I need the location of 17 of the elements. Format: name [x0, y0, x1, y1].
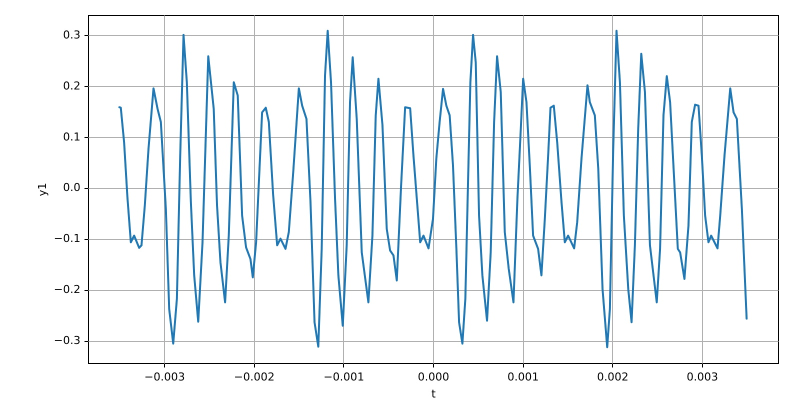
y-tick-label: −0.2 — [54, 283, 80, 296]
x-tick-label: 0.000 — [418, 370, 450, 384]
x-tick-label: 0.001 — [507, 370, 539, 384]
y-tick-label: 0.2 — [63, 79, 80, 92]
x-axis-title: t — [431, 388, 436, 400]
x-tick-label: −0.003 — [144, 370, 186, 384]
line-series — [118, 30, 748, 348]
x-tick-label: −0.002 — [234, 370, 275, 384]
y-tick-label: 0.3 — [63, 28, 80, 42]
y-tick-label: −0.1 — [54, 232, 80, 246]
y-tick-label: 0.1 — [63, 130, 80, 144]
y-tick-label: 0.0 — [63, 181, 80, 194]
y-axis-title: y1 — [36, 182, 49, 196]
x-tick-label: 0.003 — [686, 370, 718, 384]
y-tick-label: −0.3 — [54, 334, 80, 348]
x-tick-label: −0.001 — [324, 370, 364, 384]
x-tick-label: 0.002 — [596, 370, 628, 384]
